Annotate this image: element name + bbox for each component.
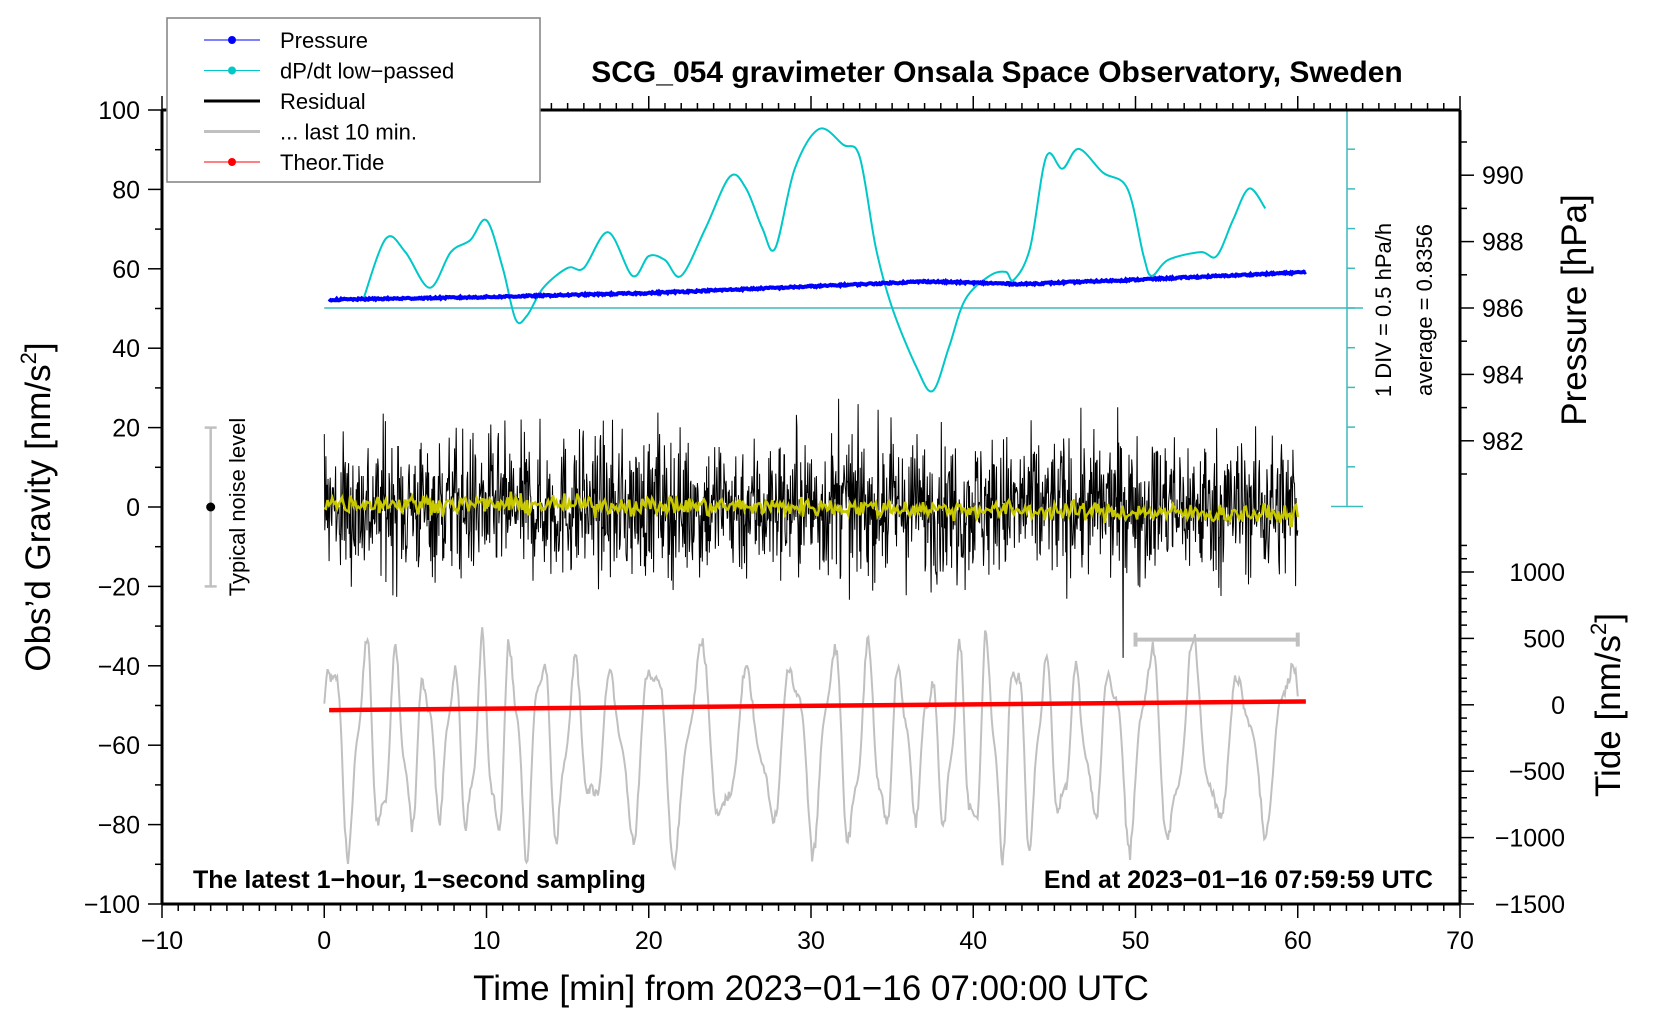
dpdt-average-label: average = 0.8356 <box>1412 224 1437 396</box>
y-label-left-text: Obs’d Gravity [nm/s <box>19 364 58 671</box>
legend-entry: ... last 10 min. <box>204 120 417 145</box>
legend: Pressure dP/dt low−passed Residual ... last… <box>166 17 541 183</box>
y-tick-label-tide: 0 <box>1551 692 1565 720</box>
noise-level-dot <box>206 502 216 512</box>
y-axis-label-pressure: Pressure [hPa] <box>1555 194 1594 426</box>
y-tick-label-left: 80 <box>112 176 140 204</box>
plot-data <box>204 108 1363 871</box>
legend-marker-icon <box>228 158 236 166</box>
x-tick-label: 10 <box>473 927 501 955</box>
x-axis-label: Time [min] from 2023−01−16 07:00:00 UTC <box>473 969 1149 1008</box>
y-tick-label-pressure: 986 <box>1482 295 1524 323</box>
legend-entry: dP/dt low−passed <box>204 59 454 84</box>
y-tick-label-pressure: 988 <box>1482 229 1524 257</box>
y-tick-label-left: −20 <box>98 573 140 601</box>
y-tick-label-left: 0 <box>126 494 140 522</box>
x-tick-label: −10 <box>141 927 183 955</box>
legend-marker-icon <box>228 66 236 75</box>
x-tick-label: 70 <box>1446 927 1474 955</box>
series-residual-smoothed <box>323 491 1300 528</box>
legend-label: Theor.Tide <box>280 150 384 175</box>
end-time-note: End at 2023−01−16 07:59:59 UTC <box>1044 866 1433 894</box>
legend-label: Pressure <box>280 28 368 53</box>
series-pressure <box>327 269 1307 303</box>
y-label-tide-end: ] <box>1589 613 1628 623</box>
y-tick-label-pressure: 984 <box>1482 361 1524 389</box>
y-tick-label-pressure: 990 <box>1482 162 1524 190</box>
x-tick-label: 0 <box>317 927 331 955</box>
y-label-left-end: ] <box>19 342 58 352</box>
y-tick-label-pressure: 982 <box>1482 428 1524 456</box>
noise-level-label: Typical noise level <box>225 418 250 597</box>
y-tick-label-tide: −500 <box>1509 758 1565 786</box>
y-label-tide-text: Tide [nm/s <box>1589 635 1628 797</box>
y-tick-label-left: 60 <box>112 256 140 284</box>
y-tick-label-tide: −1000 <box>1495 825 1565 853</box>
y-tick-label-left: 100 <box>98 97 140 125</box>
series-last-10-min <box>323 627 1299 871</box>
y-tick-label-tide: 500 <box>1523 625 1565 653</box>
x-tick-label: 20 <box>635 927 663 955</box>
dpdt-scale-label: 1 DIV = 0.5 hPa/h <box>1371 223 1396 397</box>
y-tick-label-left: 20 <box>112 415 140 443</box>
y-axis-label-tide: Tide [nm/s2] <box>1586 613 1628 797</box>
chart-title: SCG_054 gravimeter Onsala Space Observat… <box>591 56 1403 89</box>
y-label-tide-sup: 2 <box>1586 623 1611 635</box>
x-tick-label: 40 <box>959 927 987 955</box>
y-label-left-sup: 2 <box>16 352 41 364</box>
x-tick-label: 50 <box>1122 927 1150 955</box>
y-tick-label-left: −100 <box>84 891 140 919</box>
legend-label: Residual <box>280 89 366 114</box>
y-tick-label-tide: −1500 <box>1495 891 1565 919</box>
series-residual <box>323 398 1299 658</box>
y-tick-label-left: −80 <box>98 812 140 840</box>
legend-entry: Theor.Tide <box>204 150 384 175</box>
legend-entry: Pressure <box>204 28 368 53</box>
y-tick-label-left: −40 <box>98 653 140 681</box>
x-tick-label: 60 <box>1284 927 1312 955</box>
series-dpdt <box>362 127 1267 393</box>
y-tick-label-left: 40 <box>112 335 140 363</box>
x-tick-label: 30 <box>797 927 825 955</box>
series-theor-tide <box>329 699 1306 713</box>
legend-entry: Residual <box>204 89 366 114</box>
sampling-note: The latest 1−hour, 1−second sampling <box>193 866 646 894</box>
legend-label: ... last 10 min. <box>280 120 417 145</box>
y-tick-label-tide: 1000 <box>1509 559 1565 587</box>
y-axis-label-left: Obs’d Gravity [nm/s2] <box>16 342 58 671</box>
legend-label: dP/dt low−passed <box>280 59 454 84</box>
axes: −10 0 10 20 30 40 50 60 70−100−80−60−40−20020406… <box>84 96 1565 955</box>
legend-marker-icon <box>228 36 236 44</box>
y-tick-label-left: −60 <box>98 732 140 760</box>
